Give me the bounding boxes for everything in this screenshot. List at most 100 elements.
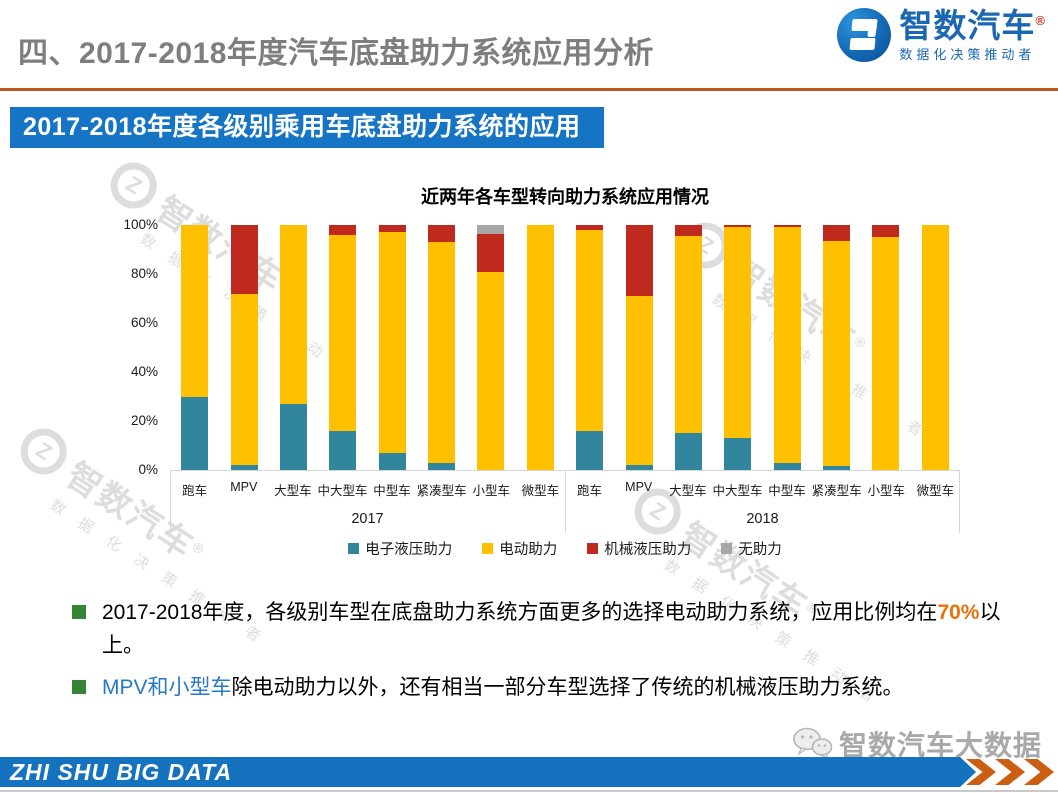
bar-segment: [576, 225, 604, 230]
y-tick-label: 60%: [130, 315, 158, 330]
bullet-text: MPV和小型车: [102, 676, 232, 699]
axis-divider: [170, 471, 171, 533]
category-labels: 跑车 MPV 大型车 中大型车 中型车 紧凑型车 小型车 微型车 跑车 MPV 大型车 中大型车 中型车…: [170, 480, 960, 499]
legend-label: 机械液压助力: [604, 542, 692, 558]
registered-mark: ®: [1035, 12, 1046, 28]
wechat-icon: [793, 727, 833, 761]
axis-divider: [565, 471, 566, 533]
legend-item: 无助力: [721, 538, 782, 559]
bar-segment: [230, 225, 258, 294]
y-tick-label: 20%: [130, 413, 158, 428]
category-label: 大型车: [669, 484, 707, 498]
bar-segment: [674, 225, 702, 237]
bar-stack: [872, 225, 900, 470]
bar-stack: [921, 225, 949, 470]
bar-segment: [428, 462, 456, 470]
bar-stack: [576, 225, 604, 470]
bar-segment: [329, 430, 357, 470]
brand-logo-icon: [837, 8, 892, 62]
bar-2017-大型车: [269, 225, 318, 470]
footer-brand-text: 智数汽车大数据: [838, 730, 1042, 761]
bar-2017-微型车: [516, 225, 565, 470]
bullet-text: 2017-2018年度，各级别车型在底盘助力系统方面更多的选择电动助力系统，应用…: [102, 601, 938, 624]
bar-2018-大型车: [664, 225, 713, 470]
bullet-square-icon: [72, 605, 86, 619]
bar-segment: [378, 225, 406, 233]
chart-title: 近两年各车型转向助力系统应用情况: [421, 187, 709, 207]
category-label: 中大型车: [317, 484, 368, 498]
bar-segment: [823, 240, 851, 467]
bar-segment: [230, 293, 258, 466]
bar-stack: [724, 225, 752, 470]
bar-2018-跑车: [565, 225, 614, 470]
legend-label: 无助力: [738, 542, 782, 558]
bar-segment: [773, 225, 801, 228]
bar-segment: [674, 433, 702, 470]
category-label: 跑车: [182, 484, 208, 498]
bar-segment: [872, 237, 900, 470]
bar-segment: [872, 225, 900, 238]
footer-slogan: ZHI SHU BIG DATA: [10, 759, 233, 785]
bar-segment: [625, 296, 653, 466]
bullet-text: 以上。: [102, 601, 1001, 657]
bar-2018-MPV: [614, 225, 663, 470]
legend-item: 电动助力: [482, 538, 557, 559]
group-label-2018: 2018: [746, 511, 779, 527]
bar-2018-紧凑型车: [812, 225, 861, 470]
bar-segment: [428, 225, 456, 243]
y-tick-label: 100%: [123, 217, 158, 232]
bar-segment: [576, 430, 604, 470]
bar-segment: [724, 225, 752, 228]
bar-segment: [724, 227, 752, 439]
bar-segment: [378, 452, 406, 470]
bar-stack: [477, 225, 505, 470]
bar-stack: [378, 225, 406, 470]
brand-logo: 智数汽车® 数据化决策推动者: [837, 8, 1046, 62]
bar-2018-小型车: [861, 225, 910, 470]
bar-2017-中大型车: [318, 225, 367, 470]
category-label: 微型车: [916, 484, 955, 498]
category-label: 大型车: [274, 484, 312, 498]
bar-stack: [230, 225, 258, 470]
bar-stack: [279, 225, 307, 470]
bar-segment: [773, 227, 801, 463]
bar-2017-跑车: [170, 225, 219, 470]
bar-segment: [625, 465, 653, 470]
category-label: MPV: [230, 480, 258, 494]
bar-segment: [526, 225, 554, 470]
bar-segment: [576, 229, 604, 431]
bar-segment: [823, 225, 851, 241]
legend-label: 电动助力: [499, 542, 558, 558]
bar-segment: [181, 396, 209, 470]
legend-swatch: [348, 543, 360, 554]
bar-segment: [773, 462, 801, 470]
bar-2018-中型车: [763, 225, 812, 470]
category-label: 小型车: [472, 484, 510, 498]
category-label: 中型车: [373, 484, 411, 498]
bar-segment: [625, 225, 653, 297]
group-label-2017: 2017: [351, 511, 384, 527]
summary-bullets: 2017-2018年度，各级别车型在底盘助力系统方面更多的选择电动助力系统，应用…: [72, 596, 1017, 713]
bar-segment: [823, 466, 851, 470]
y-tick-label: 80%: [130, 266, 158, 281]
page-title: 四、2017-2018年度汽车底盘助力系统应用分析: [18, 37, 654, 70]
category-label: 跑车: [577, 484, 603, 498]
category-label: MPV: [625, 480, 653, 494]
bar-segment: [329, 234, 357, 431]
bar-segment: [674, 236, 702, 434]
bullet-text: 70%: [937, 601, 980, 624]
bar-stack: [181, 225, 209, 470]
category-label: 紧凑型车: [416, 484, 467, 498]
bar-segment: [329, 225, 357, 235]
bar-stack: [625, 225, 653, 470]
bar-segment: [378, 232, 406, 453]
bar-segment: [477, 271, 505, 470]
steering-system-chart: 近两年各车型转向助力系统应用情况 100% 80% 60% 40% 20% 0% 跑车 MP…: [0, 165, 1058, 565]
category-label: 微型车: [521, 484, 560, 498]
bar-stack: [526, 225, 554, 470]
bar-segment: [428, 242, 456, 463]
legend-item: 机械液压助力: [587, 538, 691, 559]
bar-2018-中大型车: [713, 225, 762, 470]
bar-stack: [428, 225, 456, 470]
legend-swatch: [587, 543, 599, 554]
